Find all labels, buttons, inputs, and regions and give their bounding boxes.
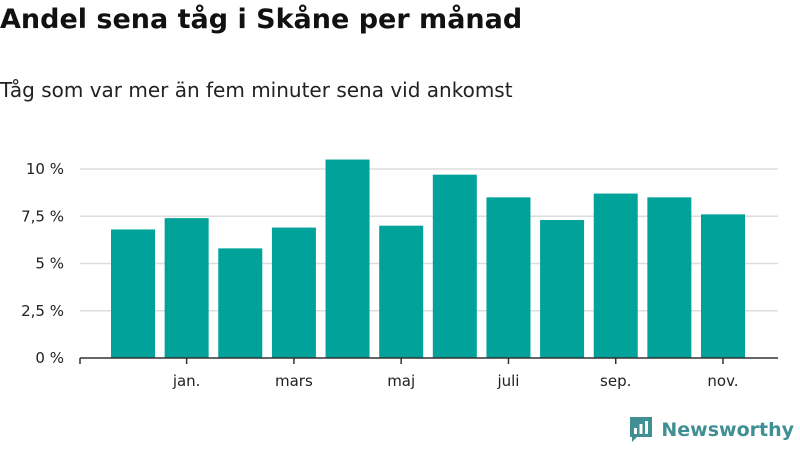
bar: [111, 229, 155, 358]
x-tick-label: nov.: [707, 372, 738, 390]
y-tick-label: 10 %: [26, 160, 64, 178]
bar: [271, 227, 316, 358]
y-tick-label: 5 %: [35, 255, 64, 273]
bar: [540, 220, 585, 358]
bar: [647, 197, 692, 358]
y-tick-label: 2,5 %: [21, 302, 64, 320]
brand-logo: Newsworthy: [628, 416, 794, 444]
bar: [701, 214, 745, 358]
chart-subtitle: Tåg som var mer än fem minuter sena vid …: [0, 78, 513, 102]
x-tick-label: maj: [387, 372, 415, 390]
brand-name: Newsworthy: [661, 419, 794, 441]
bar: [593, 193, 638, 358]
y-tick-label: 7,5 %: [21, 207, 64, 225]
newsworthy-bar-chart-icon: [630, 417, 653, 442]
x-tick-label: jan.: [172, 372, 201, 390]
chart-title: Andel sena tåg i Skåne per månad: [0, 4, 523, 35]
x-tick-label: juli: [496, 372, 519, 390]
bar: [432, 174, 477, 358]
x-tick-label: mars: [275, 372, 313, 390]
y-tick-label: 0 %: [35, 349, 64, 367]
bar: [486, 197, 531, 358]
bar: [164, 218, 209, 358]
x-tick-label: sep.: [600, 372, 631, 390]
bar: [325, 159, 370, 358]
bar: [218, 248, 263, 358]
bar: [379, 225, 424, 358]
